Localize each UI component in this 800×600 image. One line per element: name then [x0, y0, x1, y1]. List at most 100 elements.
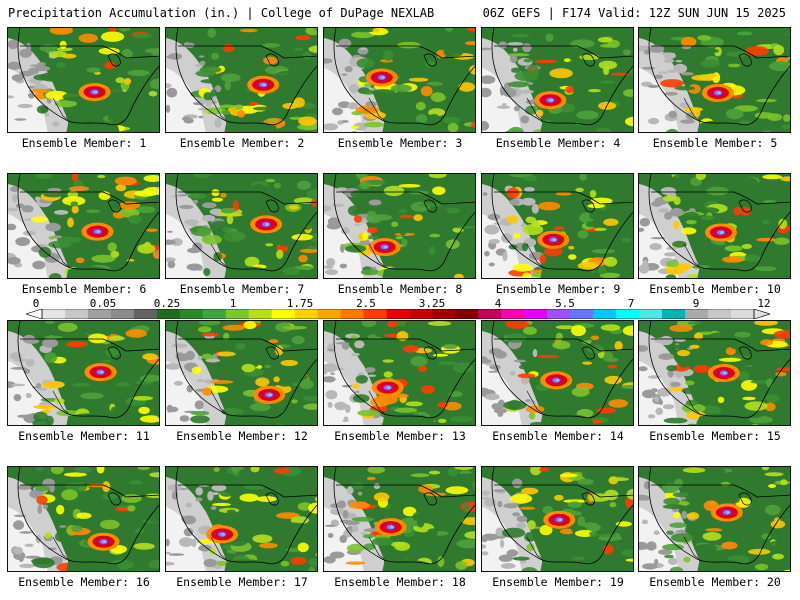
colorbar-swatch: [248, 309, 273, 319]
precip-map-render: [166, 28, 317, 132]
ensemble-member-label: Ensemble Member: 12: [176, 429, 308, 443]
colorbar-swatch: [685, 309, 709, 319]
ensemble-member-label: Ensemble Member: 2: [179, 136, 305, 150]
colorbar-tick-label: 0.05: [89, 297, 117, 310]
colorbar-swatch: [294, 309, 319, 319]
colorbar-swatch: [639, 309, 663, 319]
ensemble-member-map: [638, 173, 791, 279]
colorbar-tick-label: 5.5: [555, 297, 575, 310]
colorbar-swatch: [202, 309, 227, 319]
colorbar-swatch: [317, 309, 342, 319]
ensemble-member-map: [481, 320, 634, 426]
colorbar-swatch: [179, 309, 204, 319]
ensemble-member-label: Ensemble Member: 17: [176, 575, 308, 589]
ensemble-member-map: [7, 173, 160, 279]
colorbar-swatch: [593, 309, 617, 319]
ensemble-member-map: [638, 466, 791, 572]
ensemble-member-label: Ensemble Member: 13: [334, 429, 466, 443]
colorbar-swatch: [64, 309, 89, 319]
precip-map-render: [639, 28, 790, 132]
ensemble-member-label: Ensemble Member: 20: [649, 575, 781, 589]
colorbar-swatch: [409, 309, 433, 319]
ensemble-member-label: Ensemble Member: 10: [649, 282, 781, 296]
ensemble-member-label: Ensemble Member: 4: [495, 136, 621, 150]
ensemble-member-map: [481, 466, 634, 572]
ensemble-member-label: Ensemble Member: 8: [337, 282, 463, 296]
ensemble-member-map: [481, 27, 634, 133]
ensemble-member-map: [638, 320, 791, 426]
precip-map-render: [166, 174, 317, 278]
ensemble-member-label: Ensemble Member: 18: [334, 575, 466, 589]
colorbar-swatch: [42, 309, 66, 319]
colorbar-tick-label: 1.75: [286, 297, 314, 310]
ensemble-member-map: [323, 27, 476, 133]
precip-map-render: [8, 174, 159, 278]
colorbar-swatch: [363, 309, 388, 319]
ensemble-member-map: [165, 173, 318, 279]
precip-map-render: [166, 467, 317, 571]
ensemble-member-label: Ensemble Member: 6: [21, 282, 147, 296]
colorbar-swatch: [432, 309, 456, 319]
ensemble-member-label: Ensemble Member: 5: [652, 136, 778, 150]
ensemble-member-label: Ensemble Member: 1: [21, 136, 147, 150]
colorbar-swatch: [478, 309, 502, 319]
colorbar-tick-label: 4: [494, 297, 502, 310]
ensemble-member-map: [481, 173, 634, 279]
precip-map-render: [166, 321, 317, 425]
colorbar-swatch: [662, 309, 686, 319]
ensemble-member-map: [323, 320, 476, 426]
colorbar-swatch: [156, 309, 181, 319]
ensemble-member-label: Ensemble Member: 19: [492, 575, 624, 589]
ensemble-member-map: [638, 27, 791, 133]
precip-map-render: [324, 174, 475, 278]
precip-map-render: [482, 174, 633, 278]
ensemble-member-map: [323, 173, 476, 279]
colorbar-tick-label: 2.5: [356, 297, 376, 310]
colorbar-tick-label: 1: [229, 297, 237, 310]
ensemble-member-label: Ensemble Member: 11: [18, 429, 150, 443]
colorbar-swatch: [570, 309, 594, 319]
ensemble-member-map: [165, 320, 318, 426]
precip-map-render: [8, 28, 159, 132]
precip-map-render: [482, 321, 633, 425]
colorbar-min-arrow: [26, 309, 43, 319]
colorbar-swatch: [340, 309, 365, 319]
precip-map-render: [639, 467, 790, 571]
precip-map-render: [639, 321, 790, 425]
ensemble-member-map: [7, 27, 160, 133]
ensemble-member-map: [7, 466, 160, 572]
colorbar-swatch: [547, 309, 571, 319]
precip-map-render: [482, 28, 633, 132]
colorbar-swatch: [386, 309, 410, 319]
colorbar-tick-label: 0: [32, 297, 40, 310]
ensemble-member-map: [323, 466, 476, 572]
colorbar-tick-label: 7: [627, 297, 635, 310]
precip-map-render: [324, 28, 475, 132]
colorbar-swatch: [708, 309, 732, 319]
colorbar-swatch: [110, 309, 135, 319]
colorbar-swatch: [501, 309, 525, 319]
ensemble-member-label: Ensemble Member: 14: [492, 429, 624, 443]
ensemble-member-label: Ensemble Member: 9: [495, 282, 621, 296]
colorbar-max-arrow: [753, 309, 770, 319]
colorbar-tick-label: 0.25: [153, 297, 181, 310]
ensemble-member-map: [165, 466, 318, 572]
colorbar-swatch: [133, 309, 158, 319]
precip-map-render: [482, 467, 633, 571]
precip-map-render: [8, 467, 159, 571]
colorbar-tick-label: 12: [757, 297, 771, 310]
colorbar-swatch: [616, 309, 640, 319]
colorbar-swatch: [455, 309, 479, 319]
ensemble-member-label: Ensemble Member: 7: [179, 282, 305, 296]
colorbar-swatch: [731, 309, 755, 319]
precip-map-render: [639, 174, 790, 278]
ensemble-member-label: Ensemble Member: 3: [337, 136, 463, 150]
colorbar-tick-label: 3.25: [418, 297, 446, 310]
colorbar-swatch: [271, 309, 296, 319]
ensemble-member-map: [7, 320, 160, 426]
colorbar-swatch: [225, 309, 250, 319]
colorbar-tick-label: 9: [692, 297, 700, 310]
precip-map-render: [8, 321, 159, 425]
colorbar-swatch: [524, 309, 548, 319]
precip-map-render: [324, 467, 475, 571]
